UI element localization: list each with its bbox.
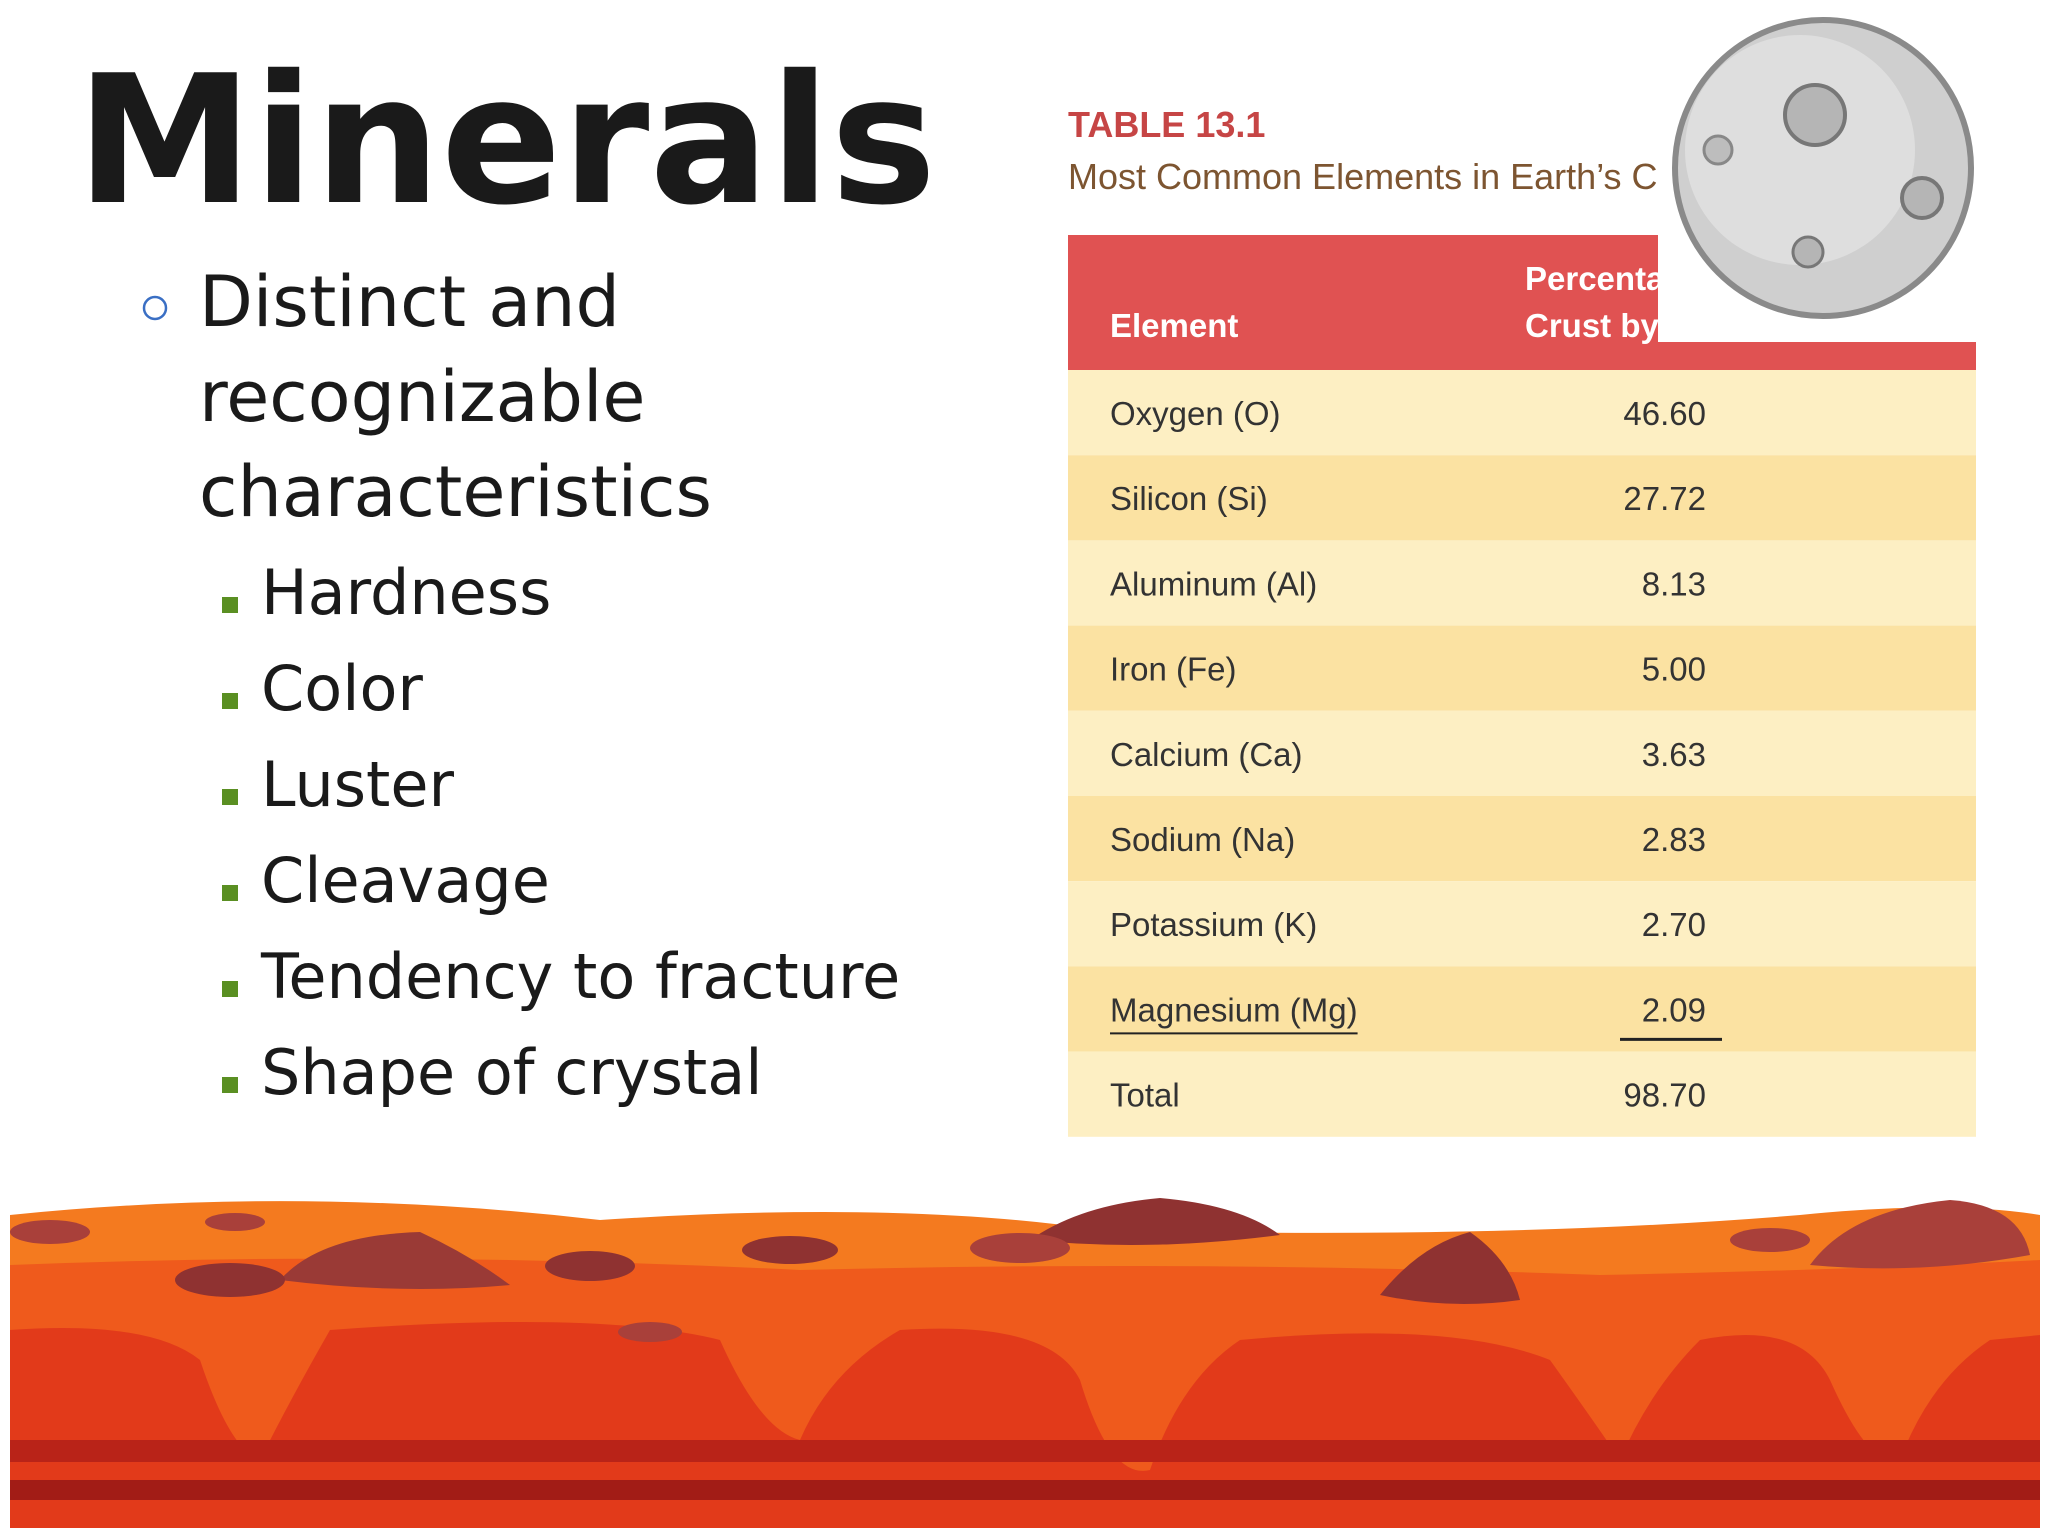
percentage-cell: 5.00 bbox=[1642, 651, 1706, 688]
sub-bullet-icon bbox=[222, 981, 238, 997]
element-cell: Sodium (Na) bbox=[1110, 821, 1295, 858]
percentage-cell: 27.72 bbox=[1623, 480, 1706, 517]
element-cell: Silicon (Si) bbox=[1110, 480, 1268, 517]
bullet-text: characteristics bbox=[199, 451, 712, 533]
table-row bbox=[1068, 540, 1976, 626]
percentage-cell: 2.83 bbox=[1642, 821, 1706, 858]
element-cell: Iron (Fe) bbox=[1110, 651, 1237, 688]
sub-bullet-icon bbox=[222, 1077, 238, 1093]
sub-bullet-text: Cleavage bbox=[261, 844, 550, 917]
table-title: Most Common Elements in Earth’s Crus bbox=[1068, 156, 1708, 197]
table-caption: TABLE 13.1 bbox=[1068, 104, 1265, 145]
sub-bullet-icon bbox=[222, 789, 238, 805]
element-cell: Magnesium (Mg) bbox=[1110, 991, 1358, 1028]
table-row bbox=[1068, 881, 1976, 967]
table-row bbox=[1068, 370, 1976, 456]
table-row bbox=[1068, 796, 1976, 882]
moon-part bbox=[1702, 134, 1734, 166]
percentage-cell: 3.63 bbox=[1642, 736, 1706, 773]
percentage-cell: 98.70 bbox=[1623, 1077, 1706, 1114]
percentage-cell: 2.09 bbox=[1642, 991, 1706, 1028]
sub-bullet-text: Shape of crystal bbox=[261, 1036, 762, 1109]
slide-title: Minerals bbox=[76, 37, 936, 244]
element-cell: Oxygen (O) bbox=[1110, 395, 1281, 432]
sub-bullet-icon bbox=[222, 693, 238, 709]
moon-part bbox=[1900, 176, 1944, 220]
bullet-text: recognizable bbox=[199, 356, 645, 438]
table-row bbox=[1068, 455, 1976, 541]
percentage-cell: 2.70 bbox=[1642, 906, 1706, 943]
table-row bbox=[1068, 710, 1976, 796]
table-row bbox=[1068, 1051, 1976, 1137]
header-cell: Element bbox=[1110, 307, 1238, 344]
element-cell: Aluminum (Al) bbox=[1110, 565, 1317, 602]
table-row bbox=[1068, 966, 1976, 1052]
moon-part bbox=[1791, 235, 1825, 269]
moon-part bbox=[1783, 83, 1847, 147]
element-cell: Total bbox=[1110, 1077, 1180, 1114]
element-cell: Potassium (K) bbox=[1110, 906, 1317, 943]
header-cell: Crust by bbox=[1525, 307, 1660, 344]
moon-part bbox=[1685, 35, 1915, 265]
sub-bullet-icon bbox=[222, 597, 238, 613]
sub-bullet-text: Tendency to fracture bbox=[260, 940, 900, 1013]
table-row bbox=[1068, 625, 1976, 711]
sub-bullet-icon bbox=[222, 885, 238, 901]
bullet-icon bbox=[142, 295, 168, 321]
element-cell: Calcium (Ca) bbox=[1110, 736, 1303, 773]
percentage-cell: 46.60 bbox=[1623, 395, 1706, 432]
bullet-text: Distinct and bbox=[199, 261, 620, 343]
header-cell: Percentag bbox=[1525, 260, 1685, 297]
moon-illustration bbox=[1672, 17, 1974, 319]
percentage-cell: 8.13 bbox=[1642, 565, 1706, 602]
sub-bullet-text: Luster bbox=[261, 748, 455, 821]
sub-bullet-text: Color bbox=[261, 652, 423, 725]
sub-bullet-text: Hardness bbox=[261, 556, 551, 629]
lava-illustration bbox=[10, 1198, 2040, 1528]
